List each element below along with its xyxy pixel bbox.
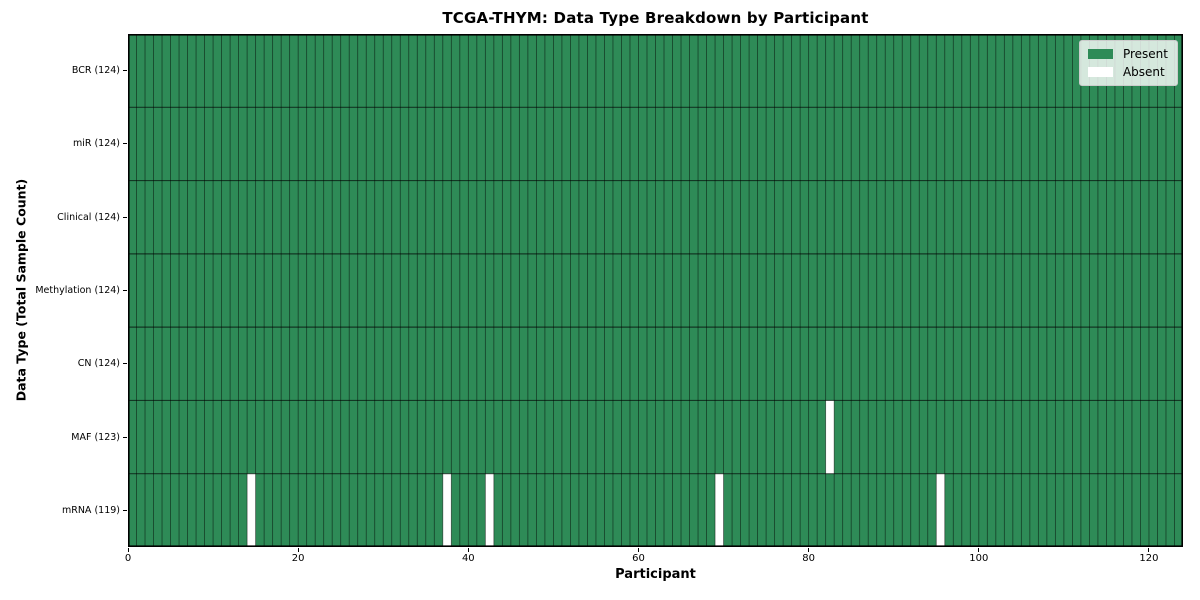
legend-label-absent: Absent — [1122, 65, 1165, 79]
heatmap-svg — [128, 34, 1183, 547]
x-tick-label-0: 0 — [124, 553, 132, 564]
x-tick-label-60: 60 — [632, 553, 645, 564]
x-tick-label-80: 80 — [802, 553, 815, 564]
y-axis-label: Data Type (Total Sample Count) — [13, 178, 29, 402]
y-tick-label-miR: miR (124) — [72, 138, 120, 150]
x-tick-label-100: 100 — [969, 553, 989, 564]
absent-cell-mRNA-37 — [442, 473, 452, 547]
y-tick-label-MAF: MAF (123) — [71, 431, 120, 443]
x-tick-mark-100 — [978, 548, 980, 552]
x-tick-mark-120 — [1148, 548, 1150, 552]
legend: Present Absent — [1078, 40, 1178, 86]
x-tick-label-20: 20 — [291, 553, 305, 564]
legend-label-present: Present — [1122, 47, 1168, 61]
absent-cell-mRNA-42 — [485, 473, 494, 547]
y-tick-mark-BCR — [123, 70, 127, 72]
x-tick-mark-60 — [637, 548, 639, 552]
y-tick-label-mRNA: mRNA (119) — [61, 504, 120, 516]
x-tick-mark-20 — [297, 548, 299, 552]
plot-area: Present Absent — [128, 34, 1183, 547]
absent-cell-mRNA-95 — [936, 473, 945, 547]
x-tick-mark-0 — [127, 548, 129, 552]
x-tick-label-40: 40 — [461, 553, 475, 564]
absent-cell-mRNA-14 — [247, 473, 256, 547]
y-tick-label-BCR: BCR (124) — [71, 65, 120, 77]
x-tick-label-120: 120 — [1139, 553, 1159, 564]
legend-item-absent: Absent — [1087, 65, 1168, 79]
legend-item-present: Present — [1087, 47, 1168, 61]
y-tick-mark-miR — [123, 143, 127, 145]
y-tick-mark-MAF — [123, 436, 127, 438]
x-tick-mark-40 — [467, 548, 469, 552]
axes-border — [128, 34, 1183, 547]
x-axis-label: Participant — [615, 567, 696, 582]
legend-swatch-present — [1087, 49, 1113, 59]
y-tick-mark-Methylation — [123, 290, 127, 291]
legend-swatch-absent — [1087, 67, 1113, 77]
y-tick-mark-CN — [123, 363, 127, 365]
chart-title: TCGA-THYM: Data Type Breakdown by Partic… — [442, 9, 869, 27]
x-tick-mark-80 — [808, 548, 810, 552]
y-tick-mark-Clinical — [123, 216, 127, 218]
absent-cell-MAF-82 — [825, 400, 835, 474]
y-tick-mark-mRNA — [123, 509, 127, 511]
absent-cell-mRNA-69 — [715, 473, 724, 547]
